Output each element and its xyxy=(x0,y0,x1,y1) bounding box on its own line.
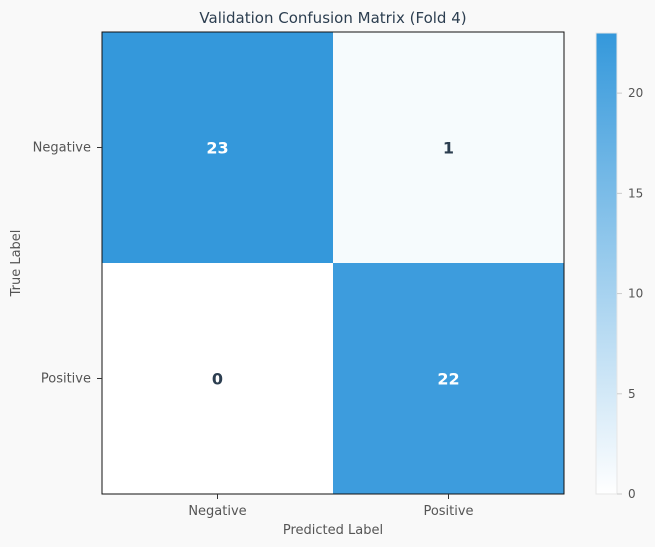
heatmap-cell-0-1 xyxy=(333,32,564,263)
heatmap-value-0-1: 1 xyxy=(443,139,454,158)
colorbar-tick-label-2: 10 xyxy=(628,287,643,301)
colorbar-tick-label-1: 5 xyxy=(628,387,636,401)
y-axis: Negative Positive xyxy=(33,141,102,387)
colorbar-tick-label-3: 15 xyxy=(628,186,643,200)
colorbar: 0 5 10 15 20 xyxy=(595,32,643,501)
chart-title: Validation Confusion Matrix (Fold 4) xyxy=(199,9,466,27)
x-axis-label: Predicted Label xyxy=(283,523,383,538)
heatmap-value-1-1: 22 xyxy=(437,370,459,389)
y-tick-label-0: Negative xyxy=(33,141,91,156)
colorbar-tick-label-0: 0 xyxy=(628,487,636,501)
colorbar-frame xyxy=(595,32,618,495)
colorbar-tick-label-4: 20 xyxy=(628,86,643,100)
y-tick-label-1: Positive xyxy=(41,372,91,387)
heatmap-grid: 23 1 0 22 xyxy=(102,32,564,494)
heatmap-value-0-0: 23 xyxy=(206,139,228,158)
heatmap-cell-0-0 xyxy=(102,32,333,263)
heatmap-cell-1-0 xyxy=(102,263,333,494)
colorbar-gradient xyxy=(596,33,617,494)
x-tick-label-0: Negative xyxy=(188,504,246,519)
heatmap-cell-1-1 xyxy=(333,263,564,494)
x-axis: Negative Positive xyxy=(188,494,474,519)
y-axis-label: True Label xyxy=(9,230,24,298)
plot-frame xyxy=(101,31,565,495)
x-tick-label-1: Positive xyxy=(423,504,473,519)
heatmap-value-1-0: 0 xyxy=(212,370,223,389)
